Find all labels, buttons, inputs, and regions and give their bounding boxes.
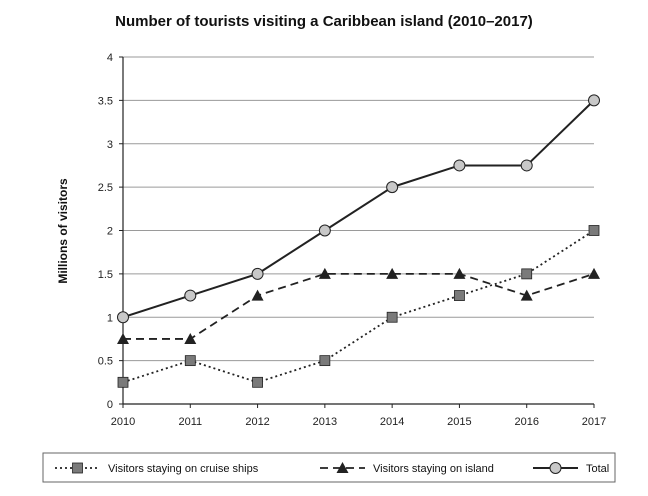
y-tick-label: 3 [107, 139, 113, 151]
x-tick-label: 2016 [514, 416, 538, 428]
data-point [319, 355, 331, 367]
data-point [117, 332, 129, 344]
data-point [521, 268, 533, 280]
x-tick-label: 2013 [313, 416, 337, 428]
legend-item: Visitors staying on cruise ships [55, 462, 259, 475]
data-point [251, 267, 264, 280]
y-tick-label: 1 [107, 312, 113, 324]
data-point [318, 267, 331, 279]
legend-label: Total [586, 463, 609, 475]
y-tick-label: 3.5 [98, 95, 113, 107]
legend-item: Total [533, 462, 609, 475]
series [117, 94, 600, 388]
x-tick-label: 2014 [380, 416, 404, 428]
data-point [454, 290, 465, 301]
legend-marker [72, 462, 83, 474]
data-point [588, 225, 600, 236]
data-point [184, 332, 197, 344]
data-point [386, 267, 399, 279]
y-tick-label: 2 [107, 226, 113, 238]
x-tick-label: 2017 [582, 416, 606, 428]
chart-title: Number of tourists visiting a Caribbean … [115, 13, 533, 30]
data-point [117, 311, 129, 324]
x-tick-labels: 2010 2011 2012 2013 2014 2015 2016 2017 [111, 416, 606, 428]
series-line [123, 272, 595, 340]
data-point [453, 267, 466, 279]
data-point [251, 289, 264, 301]
data-point [184, 289, 197, 302]
series-visitors-staying-on-cruise-ships [117, 225, 600, 388]
y-tick-label: 0.5 [98, 356, 113, 368]
legend-marker [549, 462, 562, 474]
data-point [520, 289, 533, 301]
x-tick-label: 2012 [245, 416, 269, 428]
legend: Visitors staying on cruise ships Visitors… [42, 452, 616, 483]
series-line [122, 229, 595, 384]
legend-label: Visitors staying on island [373, 463, 494, 475]
x-tick-label: 2015 [447, 416, 471, 428]
legend-item: Visitors staying on island [320, 462, 494, 475]
y-tick-label: 2.5 [98, 182, 113, 194]
x-tick-label: 2010 [111, 416, 135, 428]
data-point [318, 224, 331, 237]
y-axis-label: Millions of visitors [56, 178, 70, 284]
y-tick-label: 1.5 [98, 269, 113, 281]
data-point [184, 355, 196, 367]
legend-marker [336, 462, 349, 473]
x-tick-label: 2011 [178, 416, 202, 428]
legend-label: Visitors staying on cruise ships [108, 463, 259, 475]
data-point [386, 181, 399, 194]
data-point [117, 376, 129, 388]
y-tick-labels: 0 0.5 1 1.5 2 2.5 3 3.5 4 [98, 52, 113, 411]
y-tick-label: 4 [107, 52, 113, 64]
legend-box [42, 452, 616, 483]
data-point [520, 159, 533, 172]
y-tick-label: 0 [107, 399, 113, 411]
series-visitors-staying-on-island [117, 267, 600, 344]
data-point [386, 311, 398, 323]
series-total [117, 94, 600, 324]
data-point [453, 159, 466, 172]
data-point [588, 267, 600, 279]
series-line [122, 99, 595, 319]
data-point [252, 376, 263, 388]
data-point [588, 94, 600, 107]
